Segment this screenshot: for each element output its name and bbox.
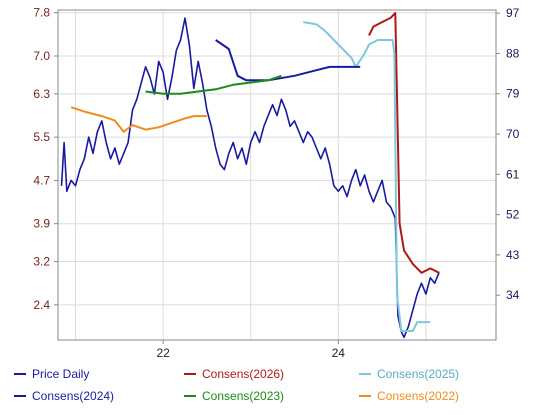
legend-item: Consens(2026) [184, 365, 284, 383]
legend-item: Price Daily [14, 365, 89, 383]
tick-label-x: 24 [332, 346, 346, 360]
legend-swatch [359, 373, 371, 375]
tick-label-left: 7.8 [33, 6, 50, 20]
series-price-daily [60, 17, 440, 339]
legend-swatch [14, 373, 26, 375]
legend-swatch [184, 395, 196, 397]
legend-label: Price Daily [32, 367, 90, 381]
legend-label: Consens(2024) [32, 389, 115, 403]
legend-label: Consens(2022) [377, 389, 460, 403]
tick-label-left: 6.3 [33, 87, 50, 101]
legend-label: Consens(2026) [202, 367, 285, 381]
series-consens-2025 [303, 21, 431, 332]
legend-label: Consens(2025) [377, 367, 460, 381]
legend-swatch [359, 395, 371, 397]
series-consens-2026 [368, 12, 440, 274]
series-consens-2024 [215, 39, 361, 82]
tick-label-right: 52 [506, 208, 520, 222]
series-lines [60, 12, 440, 339]
tick-label-x: 22 [156, 346, 170, 360]
tick-label-left: 7.0 [33, 49, 50, 63]
legend-swatch [14, 395, 26, 397]
chart-svg: 7.8 7.0 6.3 5.5 4.7 3.9 3.2 2.4 97 88 79 70 61 52 43 34… [33, 6, 519, 360]
tick-label-right: 97 [506, 6, 520, 20]
tick-label-left: 3.2 [33, 255, 50, 269]
legend-item: Consens(2022) [359, 387, 459, 405]
tick-label-left: 2.4 [33, 298, 50, 312]
legend-item: Consens(2023) [184, 387, 284, 405]
series-consens-2022 [70, 106, 207, 133]
series-consens-2023 [145, 74, 282, 95]
axis-ticks: 7.8 7.0 6.3 5.5 4.7 3.9 3.2 2.4 97 88 79 70 61 52 43 34… [33, 6, 519, 360]
plot-frame [57, 9, 497, 341]
legend-label: Consens(2023) [202, 389, 285, 403]
legend-item: Consens(2024) [14, 387, 114, 405]
tick-label-right: 88 [506, 46, 520, 60]
tick-label-left: 5.5 [33, 130, 50, 144]
tick-label-left: 3.9 [33, 217, 50, 231]
tick-label-right: 61 [506, 167, 520, 181]
grid [58, 10, 496, 340]
tick-label-right: 70 [506, 127, 520, 141]
tick-label-right: 79 [506, 87, 520, 101]
tick-label-left: 4.7 [33, 173, 50, 187]
tick-label-right: 34 [506, 288, 520, 302]
legend-swatch [184, 373, 196, 375]
tick-label-right: 43 [506, 248, 520, 262]
legend-item: Consens(2025) [359, 365, 459, 383]
legend: Price Daily Consens(2026) Consens(2025) Con… [14, 365, 554, 413]
